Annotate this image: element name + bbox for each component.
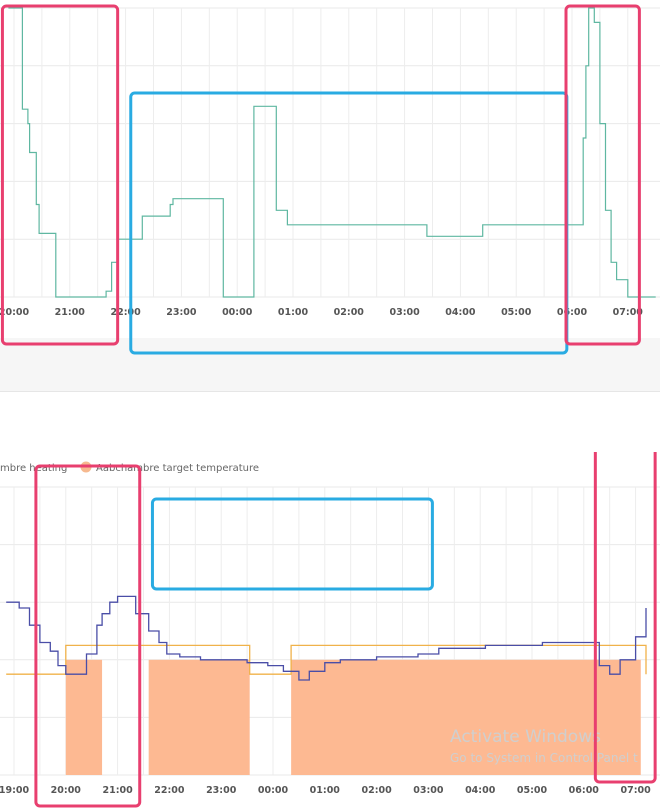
bottom-chart-panel: mbre heating Aabchambre target temperatur… (0, 452, 660, 809)
heating-area-2 (291, 659, 641, 775)
top-x-tick-label: 05:00 (501, 307, 532, 318)
panel-gap (0, 392, 660, 452)
bottom-x-tick-label: 23:00 (206, 785, 237, 796)
top-x-tick-label: 22:00 (110, 307, 141, 318)
legend-label-heating: mbre heating (0, 463, 67, 474)
bottom-x-tick-label: 21:00 (102, 785, 133, 796)
bottom-x-tick-label: 20:00 (51, 785, 82, 796)
top-series-line-0 (8, 7, 656, 298)
top-x-tick-label: 23:00 (166, 307, 197, 318)
windows-watermark: Activate Windows Go to System in Control … (450, 727, 638, 765)
bottom-x-tick-label: 19:00 (0, 785, 30, 796)
top-highlight-box-2 (564, 4, 641, 346)
top-x-tick-label: 00:00 (222, 307, 253, 318)
bottom-x-axis: 19:00 20:00 21:00 22:00 23:00 00:00 01:00 02:00… (0, 785, 651, 796)
heating-area-0 (65, 659, 103, 775)
bottom-highlight-box-1 (150, 497, 434, 591)
top-x-tick-label: 21:00 (55, 307, 86, 318)
heating-area-1 (148, 659, 250, 775)
bottom-x-tick-label: 02:00 (361, 785, 392, 796)
top-x-tick-label: 06:00 (557, 307, 588, 318)
bottom-highlight-box-2 (593, 452, 657, 784)
bottom-x-tick-label: 22:00 (154, 785, 185, 796)
panel-footer-strip (0, 338, 660, 392)
bottom-x-tick-label: 06:00 (569, 785, 600, 796)
top-x-axis: 20:00 21:00 22:00 23:00 00:00 01:00 02:00 03:00… (0, 307, 643, 318)
top-highlight-box-0 (0, 4, 120, 346)
bottom-x-tick-label: 04:00 (465, 785, 496, 796)
bottom-legend: mbre heating Aabchambre target temperatur… (0, 461, 259, 474)
bottom-x-tick-label: 07:00 (620, 785, 651, 796)
top-x-tick-label: 01:00 (278, 307, 309, 318)
legend-label-target: Aabchambre target temperature (96, 463, 259, 474)
bottom-x-tick-label: 01:00 (310, 785, 341, 796)
top-x-tick-label: 03:00 (389, 307, 420, 318)
bottom-x-tick-label: 05:00 (517, 785, 548, 796)
bottom-x-tick-label: 03:00 (413, 785, 444, 796)
watermark-line1: Activate Windows (450, 727, 601, 747)
top-x-tick-label: 02:00 (334, 307, 365, 318)
heating-areas (65, 659, 641, 775)
top-grid (0, 7, 660, 298)
current-temperature-line (6, 595, 647, 681)
top-x-tick-label: 20:00 (0, 307, 30, 318)
bottom-x-tick-label: 00:00 (258, 785, 289, 796)
top-line-chart: 20:00 21:00 22:00 23:00 00:00 01:00 02:00 03:00… (0, 4, 660, 355)
bottom-area-chart: mbre heating Aabchambre target temperatur… (0, 452, 660, 808)
top-chart-panel: 20:00 21:00 22:00 23:00 00:00 01:00 02:00 03:00… (0, 0, 660, 392)
watermark-line2: Go to System in Control Panel t (450, 751, 638, 765)
top-x-tick-label: 04:00 (445, 307, 476, 318)
target-temperature-line (6, 644, 647, 675)
top-x-tick-label: 07:00 (613, 307, 644, 318)
bottom-highlight-box-0 (34, 464, 142, 808)
